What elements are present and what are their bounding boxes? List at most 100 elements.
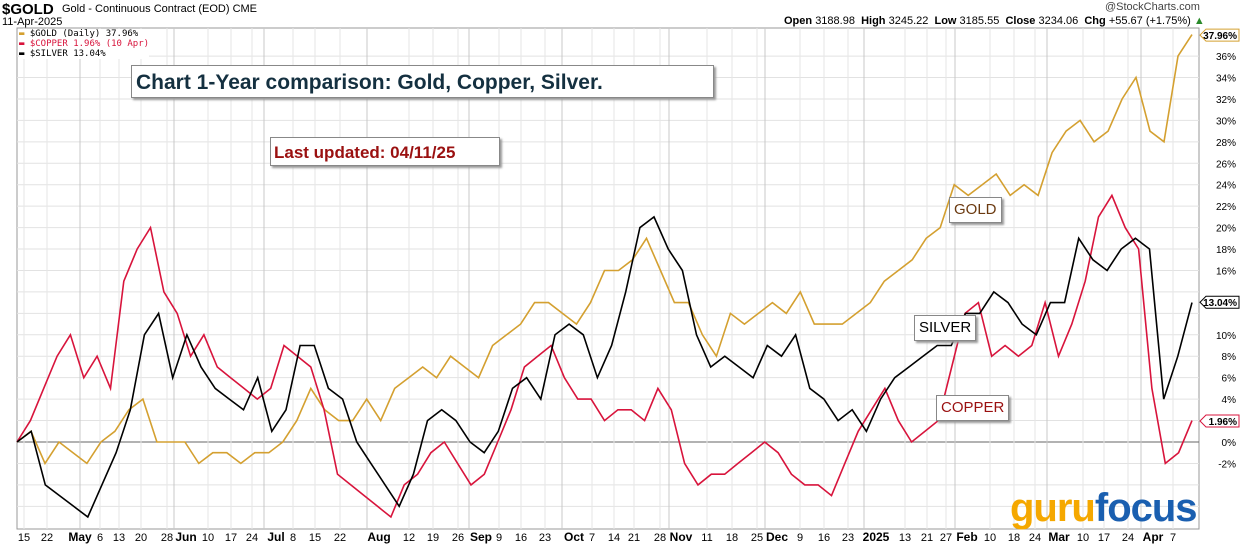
y-tick-label: 6% <box>1222 374 1237 385</box>
y-tick-label: 22% <box>1216 202 1236 213</box>
up-arrow-icon: ▲ <box>1193 15 1205 27</box>
x-tick-label: 10 <box>984 532 996 544</box>
legend-gold: ▬ $GOLD (Daily) 37.96% <box>19 29 139 39</box>
last-value-label: 37.96% <box>1203 31 1237 42</box>
x-tick-label: 21 <box>628 532 640 544</box>
x-tick-label: 23 <box>842 532 854 544</box>
x-tick-label: 12 <box>403 532 415 544</box>
x-tick-label: 10 <box>1077 532 1089 544</box>
series-line-gold <box>16 34 1193 466</box>
x-tick-label: 17 <box>225 532 237 544</box>
x-tick-label: 26 <box>452 532 464 544</box>
open-label: Open <box>784 15 813 27</box>
silver-label: SILVER <box>914 315 977 341</box>
y-tick-label: 28% <box>1216 138 1236 149</box>
x-tick-label: Oct <box>564 530 584 544</box>
x-tick-label: 28 <box>654 532 666 544</box>
y-tick-label: 24% <box>1216 181 1236 192</box>
x-tick-label: 13 <box>113 532 125 544</box>
x-tick-label: 16 <box>818 532 830 544</box>
open-value: 3188.98 <box>815 15 855 27</box>
x-tick-label: Sep <box>470 530 492 544</box>
x-tick-label: 9 <box>797 532 803 544</box>
x-tick-label: 17 <box>1098 532 1110 544</box>
y-tick-label: -2% <box>1218 459 1236 470</box>
x-tick-label: 8 <box>290 532 296 544</box>
x-tick-label: 27 <box>940 532 952 544</box>
x-tick-label: 11 <box>701 532 712 544</box>
y-tick-label: 18% <box>1216 245 1236 256</box>
x-tick-label: Nov <box>670 530 693 544</box>
x-tick-label: 25 <box>751 532 763 544</box>
x-tick-label: Jun <box>175 530 196 544</box>
x-tick-label: 7 <box>589 532 595 544</box>
x-tick-label: Feb <box>956 530 977 544</box>
last-value-tag <box>1199 414 1240 428</box>
y-tick-label: 34% <box>1216 74 1236 85</box>
x-tick-label: May <box>68 530 92 544</box>
x-tick-label: 15 <box>18 532 30 544</box>
x-tick-label: 28 <box>161 532 173 544</box>
stockcharts-credit: @StockCharts.com <box>1105 1 1200 13</box>
legend-silver: ▬ $SILVER 13.04% <box>19 49 106 59</box>
x-tick-label: 22 <box>334 532 346 544</box>
last-value-tag <box>1199 28 1240 42</box>
ohlc-readout: Open 3188.98 High 3245.22 Low 3185.55 Cl… <box>784 15 1205 27</box>
high-value: 3245.22 <box>888 15 929 27</box>
last-value-label: 1.96% <box>1209 417 1237 428</box>
y-tick-label: 4% <box>1222 395 1237 406</box>
legend-copper: ▬ $COPPER 1.96% (10 Apr) <box>19 39 150 49</box>
x-tick-label: 6 <box>97 532 103 544</box>
x-tick-label: 23 <box>539 532 551 544</box>
y-tick-label: 20% <box>1216 224 1236 235</box>
legend: ▬ $GOLD (Daily) 37.96% ▬ $COPPER 1.96% (… <box>19 29 150 59</box>
series-line-copper <box>16 193 1193 519</box>
x-tick-label: Jul <box>267 530 284 544</box>
last-value-tag <box>1199 295 1240 309</box>
low-label: Low <box>934 15 957 27</box>
series-line-silver <box>16 215 1193 519</box>
y-tick-label: 26% <box>1216 159 1236 170</box>
gold-label: GOLD <box>949 197 1002 223</box>
close-value: 3234.06 <box>1038 15 1079 27</box>
x-tick-label: 15 <box>309 532 321 544</box>
x-tick-label: 10 <box>202 532 214 544</box>
x-tick-label: 9 <box>496 532 502 544</box>
x-tick-label: 24 <box>1029 532 1041 544</box>
x-tick-label: Aug <box>367 530 390 544</box>
x-tick-label: 13 <box>899 532 911 544</box>
x-tick-label: 24 <box>1122 532 1134 544</box>
low-value: 3185.55 <box>959 15 1000 27</box>
description: Gold - Continuous Contract (EOD) CME <box>62 3 258 15</box>
y-tick-label: 8% <box>1222 352 1237 363</box>
x-tick-label: 21 <box>921 532 933 544</box>
y-tick-label: 30% <box>1216 116 1236 127</box>
x-tick-label: Mar <box>1048 530 1070 544</box>
y-tick-label: 36% <box>1216 52 1236 63</box>
copper-label: COPPER <box>936 395 1010 421</box>
y-tick-label: 16% <box>1216 266 1236 277</box>
x-tick-label: 20 <box>135 532 147 544</box>
x-tick-label: 22 <box>41 532 53 544</box>
close-label: Close <box>1005 15 1036 27</box>
gurufocus-logo: gurufocus <box>1010 486 1198 530</box>
chart-title: Chart 1-Year comparison: Gold, Copper, S… <box>131 65 714 98</box>
y-tick-label: 32% <box>1216 95 1236 106</box>
x-tick-label: 24 <box>246 532 258 544</box>
x-tick-label: 7 <box>1170 532 1176 544</box>
last-updated: Last updated: 04/11/25 <box>270 137 500 166</box>
chg-value: +55.67 (+1.75%) <box>1108 15 1191 27</box>
x-tick-label: Dec <box>766 530 788 544</box>
last-value-label: 13.04% <box>1203 298 1237 309</box>
plot-area <box>16 27 1200 530</box>
chg-label: Chg <box>1084 15 1106 27</box>
high-label: High <box>861 15 886 27</box>
y-tick-label: 0% <box>1222 438 1237 449</box>
x-tick-label: 2025 <box>863 530 890 544</box>
x-tick-label: Apr <box>1143 530 1164 544</box>
chart-date: 11-Apr-2025 <box>2 16 63 28</box>
x-tick-label: 19 <box>427 532 439 544</box>
y-tick-label: 10% <box>1216 331 1236 342</box>
